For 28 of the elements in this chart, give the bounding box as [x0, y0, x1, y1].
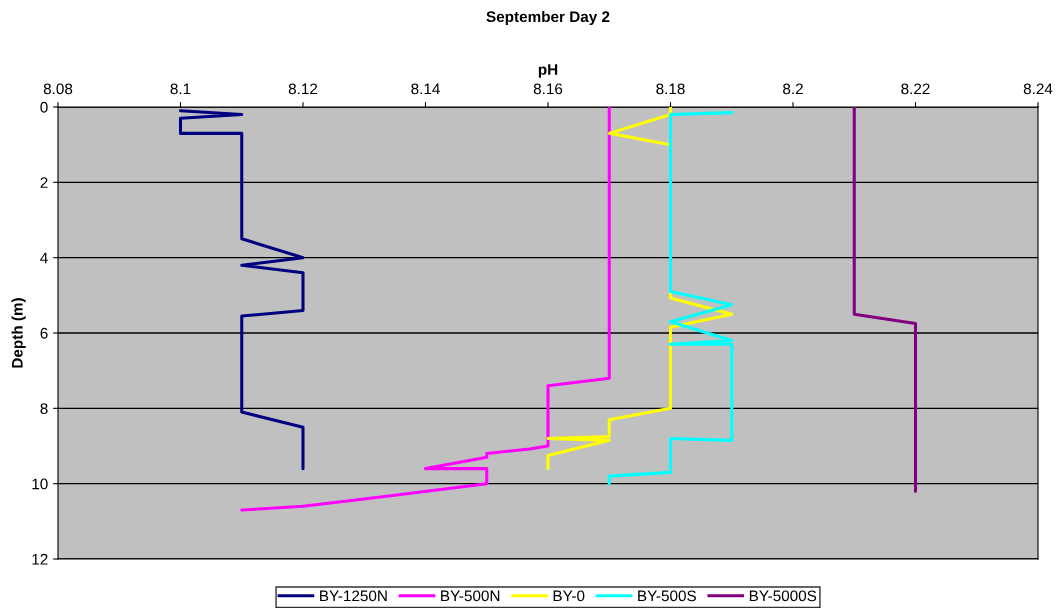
x-tick-label: 8.18 [656, 83, 685, 95]
x-tick-label: 8.08 [43, 83, 73, 95]
x-tick-label: 8.12 [288, 83, 318, 95]
legend-label: BY-1250N [320, 590, 387, 602]
legend-label: BY-500N [441, 590, 500, 602]
y-tick-label: 4 [40, 252, 48, 264]
line-series [607, 111, 734, 486]
x-tick-label: 8.22 [901, 83, 930, 95]
y-tick-label: 10 [32, 478, 48, 490]
x-axis-title: pH [538, 64, 558, 78]
y-tick-label: 8 [40, 403, 48, 415]
y-tick-label: 6 [40, 327, 48, 339]
y-axis-title: Depth (m) [11, 298, 26, 368]
x-tick-label: 8.2 [783, 83, 803, 95]
line-series [178, 109, 305, 471]
chart-title: September Day 2 [486, 10, 610, 26]
legend-label: BY-0 [553, 590, 585, 602]
legend-label: BY-5000S [749, 590, 817, 602]
legend-label: BY-500S [638, 590, 696, 602]
line-series [852, 107, 918, 493]
x-tick-label: 8.24 [1023, 83, 1053, 95]
x-tick-label: 8.1 [170, 83, 191, 95]
y-tick-label: 2 [40, 177, 48, 188]
line-series [240, 107, 611, 512]
y-tick-label: 0 [40, 101, 48, 113]
y-tick-label: 12 [32, 553, 48, 565]
x-tick-label: 8.14 [411, 83, 440, 95]
x-tick-label: 8.16 [533, 83, 563, 95]
